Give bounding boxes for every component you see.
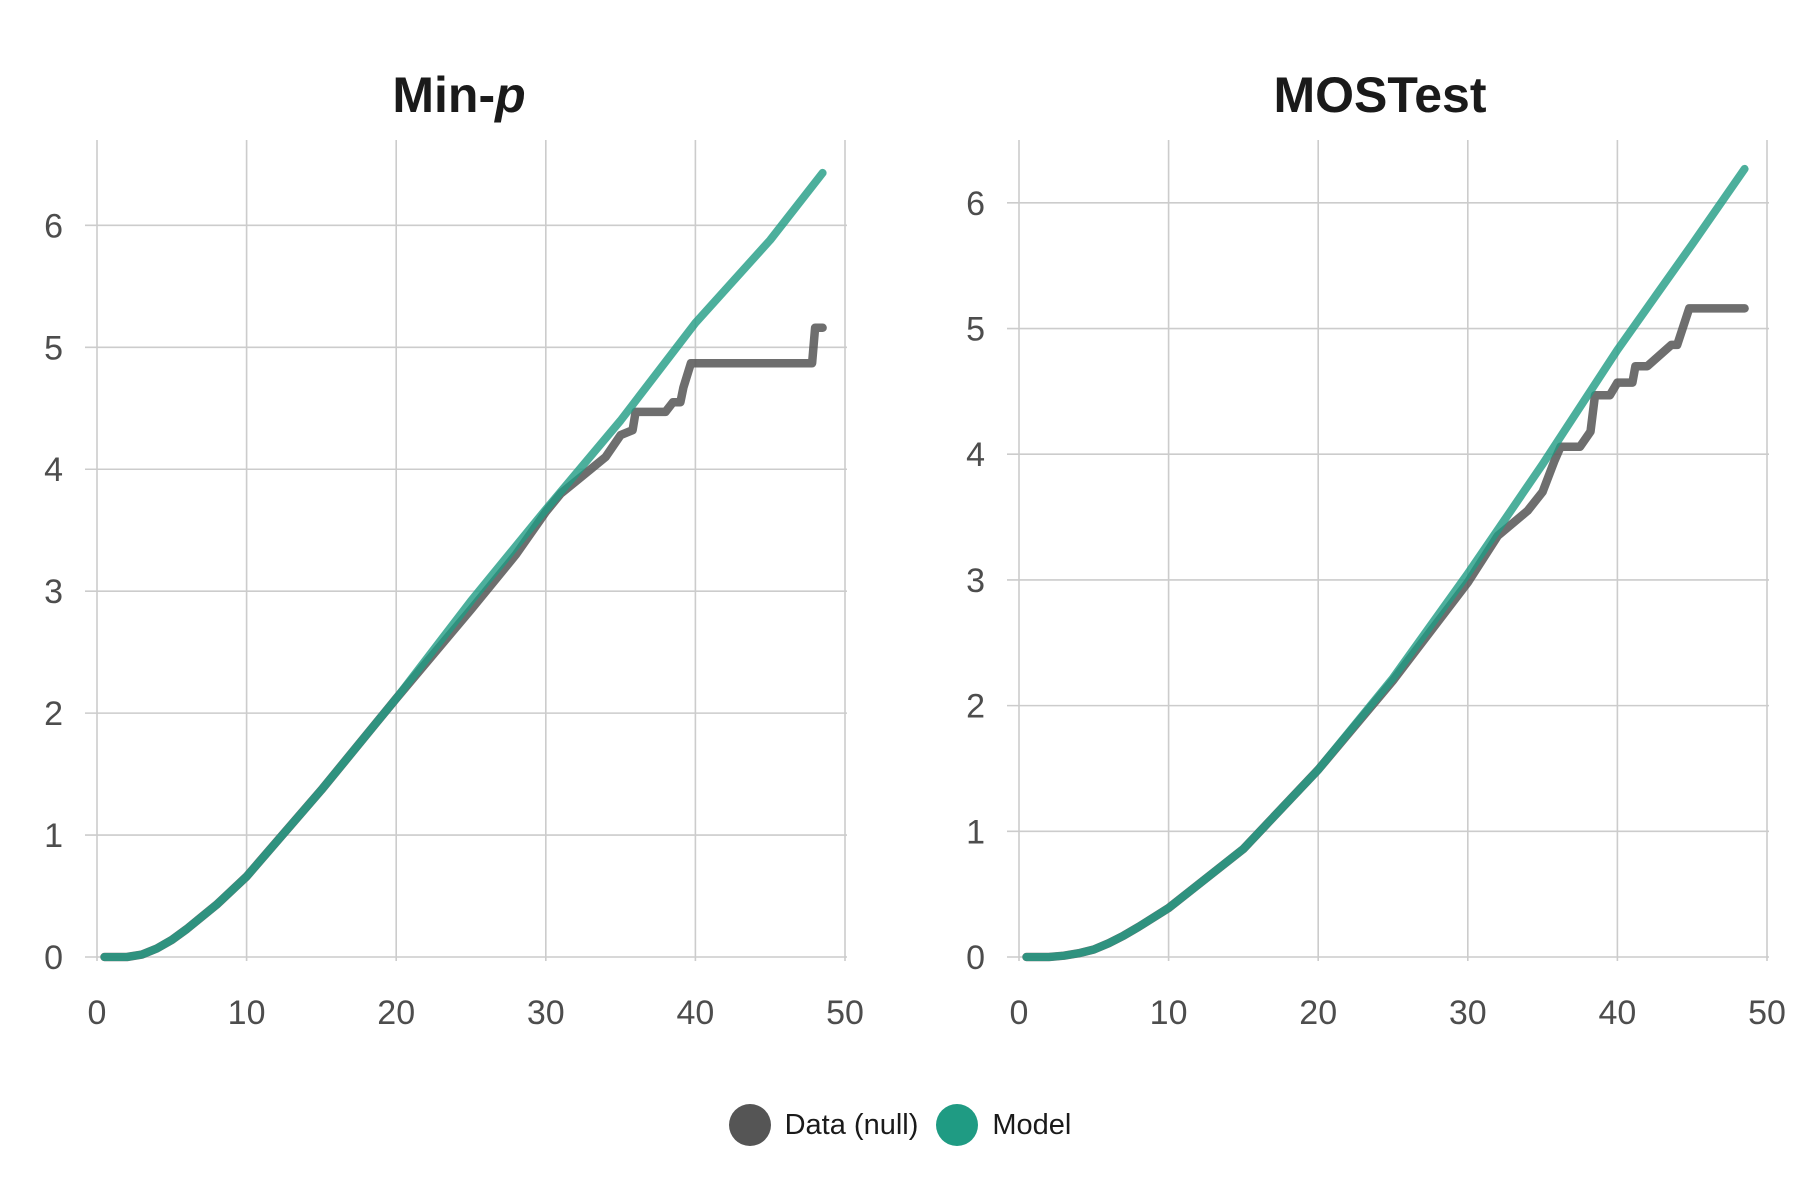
series-line-data-null — [1022, 304, 1749, 962]
x-tick-label: 10 — [228, 994, 266, 1032]
x-tick-label: 30 — [1449, 994, 1487, 1032]
panel-mostest: MOSTest 0 10 20 30 40 50 0 1 2 3 4 5 6 — [966, 67, 1786, 1032]
panel-title-italic: p — [493, 67, 526, 123]
legend-key-model — [936, 1104, 979, 1146]
panel-title-text: MOSTest — [1274, 67, 1487, 123]
y-tick-label: 6 — [44, 207, 63, 245]
y-tick-label: 1 — [966, 813, 985, 851]
y-tick-label: 3 — [966, 562, 985, 600]
x-tick-label: 50 — [1748, 994, 1786, 1032]
y-tick-label: 2 — [966, 688, 985, 726]
y-tick-label: 5 — [966, 311, 985, 349]
legend-item-model: Model — [936, 1104, 1071, 1146]
legend-key-data-null — [728, 1104, 771, 1146]
panel-title-text: Min- — [392, 67, 495, 123]
legend-label-model: Model — [992, 1108, 1072, 1141]
x-tick-label: 40 — [676, 994, 714, 1032]
x-tick-label: 40 — [1598, 994, 1636, 1032]
panel-title-mostest: MOSTest — [1274, 67, 1487, 123]
gridlines — [85, 140, 847, 961]
x-tick-label: 10 — [1150, 994, 1188, 1032]
y-tick-label: 5 — [44, 329, 63, 367]
y-tick-label: 3 — [44, 573, 63, 611]
x-tick-label: 20 — [1299, 994, 1337, 1032]
legend: Data (null) Model — [0, 1090, 1800, 1160]
panel-min-p: Min-p 0 10 20 30 40 50 0 1 2 3 4 5 6 — [44, 67, 864, 1032]
y-tick-label: 4 — [44, 451, 63, 489]
series-line-data-null — [100, 323, 827, 962]
y-tick-label: 4 — [966, 436, 985, 474]
y-tick-label: 0 — [966, 939, 985, 977]
x-tick-label: 30 — [527, 994, 565, 1032]
y-tick-label: 1 — [44, 817, 63, 855]
y-tick-label: 6 — [966, 185, 985, 223]
legend-label-data-null: Data (null) — [784, 1108, 919, 1141]
legend-item-data-null: Data (null) — [728, 1104, 919, 1146]
panel-title-min-p: Min-p — [392, 67, 525, 123]
gridlines — [1007, 140, 1769, 961]
series-line-model — [100, 168, 827, 961]
x-tick-label: 20 — [377, 994, 415, 1032]
y-tick-label: 2 — [44, 695, 63, 733]
x-tick-label: 50 — [826, 994, 864, 1032]
x-tick-label: 0 — [88, 994, 107, 1032]
x-tick-label: 0 — [1010, 994, 1029, 1032]
series-line-model — [1022, 164, 1749, 961]
y-tick-label: 0 — [44, 939, 63, 977]
